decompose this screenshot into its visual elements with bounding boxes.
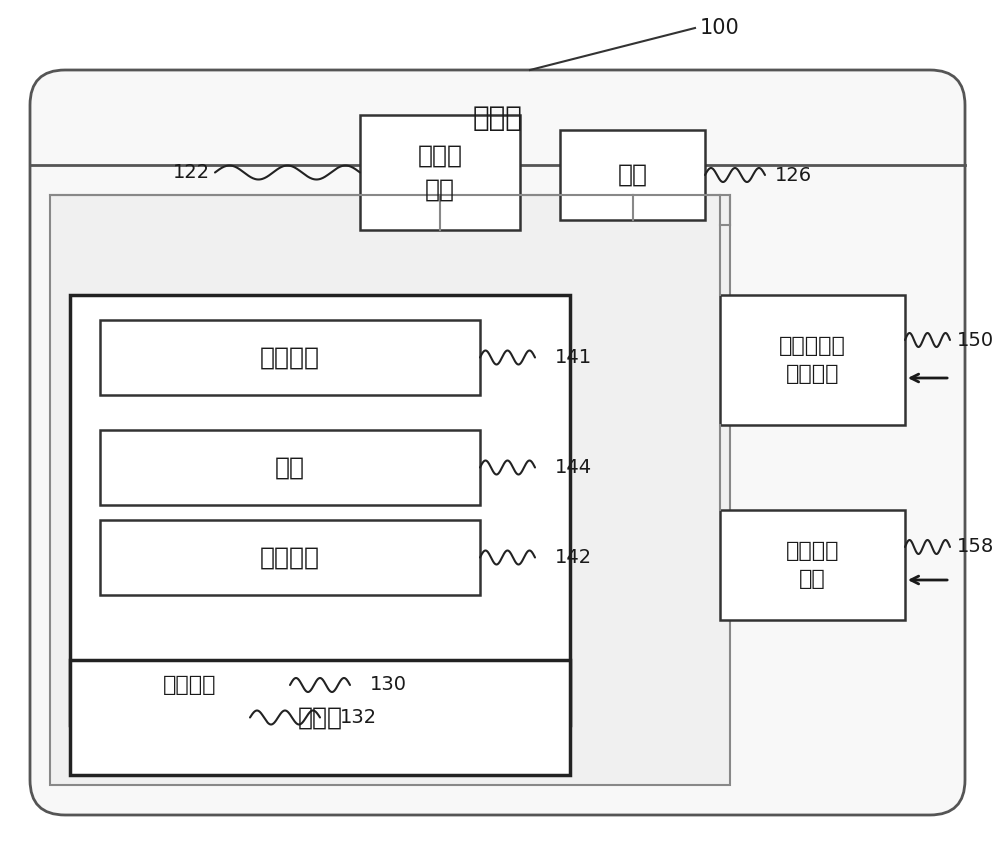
Bar	[720, 510, 905, 620]
Text: 141: 141	[555, 348, 592, 367]
Text: 操作系统: 操作系统	[260, 346, 320, 369]
Text: 存储媒体: 存储媒体	[163, 675, 217, 695]
Text: 126: 126	[775, 166, 812, 184]
Text: 存储器: 存储器	[298, 706, 342, 729]
Text: 130: 130	[370, 675, 407, 695]
Text: 应用程序: 应用程序	[260, 546, 320, 569]
Bar	[70, 295, 570, 725]
Text: 服务器: 服务器	[473, 104, 522, 132]
Bar	[50, 195, 730, 785]
Bar	[560, 130, 705, 220]
Text: 132: 132	[340, 708, 377, 727]
Text: 142: 142	[555, 548, 592, 567]
Bar	[70, 660, 570, 775]
Text: 中央处
理器: 中央处 理器	[418, 144, 462, 201]
Text: 150: 150	[957, 331, 994, 350]
Text: 100: 100	[700, 18, 740, 38]
Bar	[100, 320, 480, 395]
Bar	[100, 430, 480, 505]
Text: 输入输出
接口: 输入输出 接口	[786, 541, 839, 589]
Text: 数据: 数据	[275, 456, 305, 479]
Text: 122: 122	[173, 163, 210, 182]
Text: 158: 158	[957, 537, 994, 557]
FancyBboxPatch shape	[30, 70, 965, 815]
Text: 有线或无线
网络接口: 有线或无线 网络接口	[779, 336, 846, 384]
Bar	[100, 520, 480, 595]
Text: 144: 144	[555, 458, 592, 477]
Bar	[360, 115, 520, 230]
Text: 电源: 电源	[618, 163, 648, 187]
Bar	[720, 295, 905, 425]
